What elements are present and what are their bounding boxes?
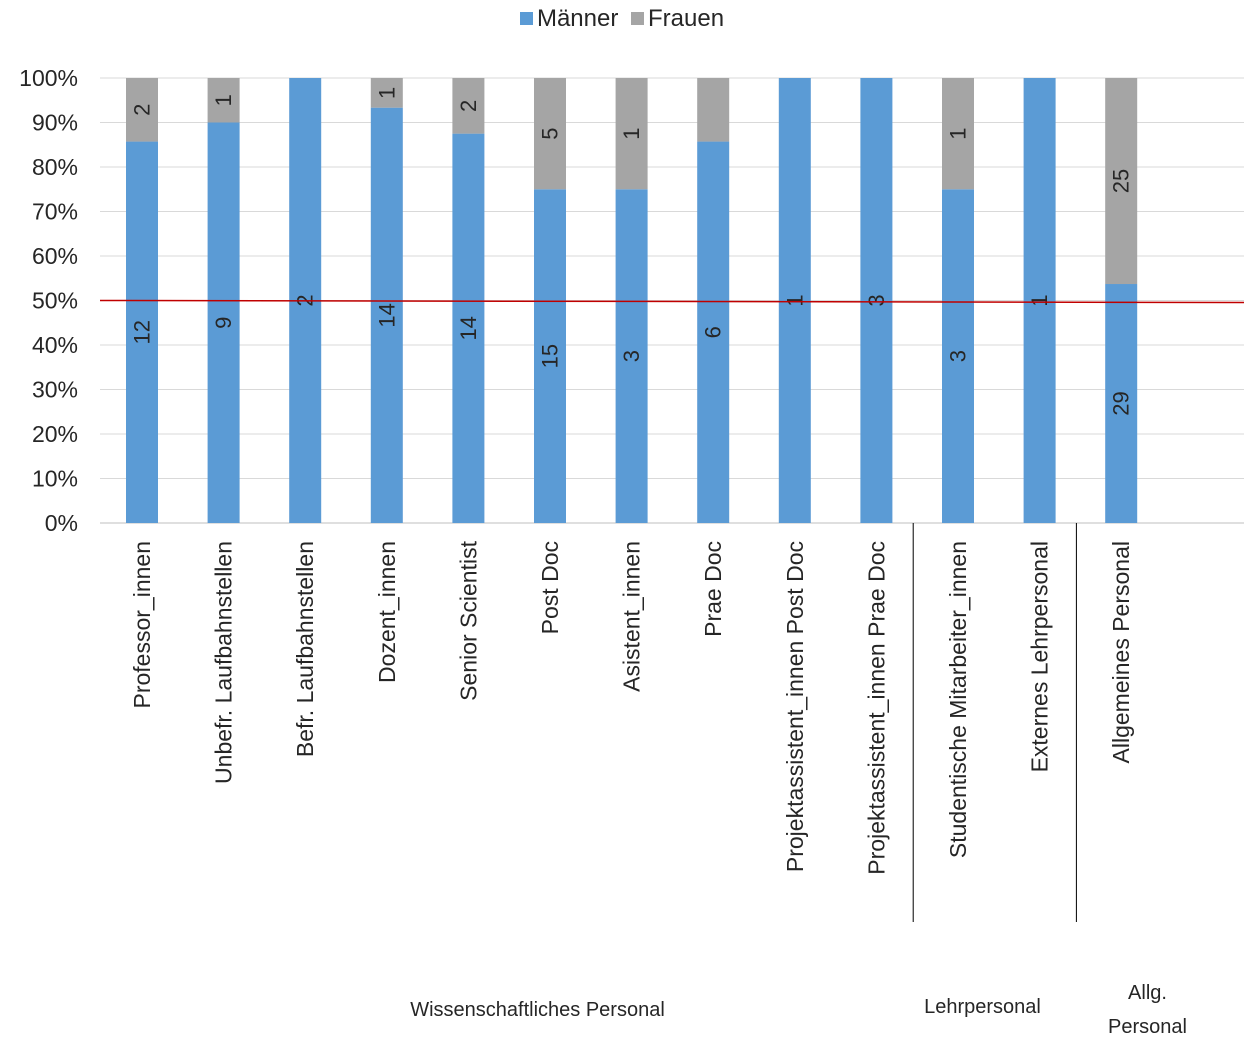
data-label-frauen: 2 bbox=[130, 104, 155, 116]
data-label-maenner: 12 bbox=[130, 320, 155, 344]
data-label-maenner: 1 bbox=[782, 294, 807, 306]
data-label-maenner: 3 bbox=[946, 350, 971, 362]
y-tick-label: 30% bbox=[32, 377, 78, 403]
data-label-frauen: 1 bbox=[211, 94, 236, 106]
bar-maenner bbox=[370, 107, 403, 524]
y-tick-label: 100% bbox=[19, 65, 78, 91]
bar-maenner bbox=[615, 189, 648, 523]
legend-swatch-maenner bbox=[519, 12, 533, 25]
x-tick-label: Externes Lehrpersonal bbox=[1027, 541, 1053, 772]
data-label-maenner: 3 bbox=[619, 350, 644, 362]
data-label-frauen: 25 bbox=[1109, 169, 1134, 193]
data-label-maenner: 6 bbox=[701, 326, 726, 338]
data-label-maenner: 15 bbox=[538, 344, 563, 368]
x-tick-label: Projektassistent_innen Prae Doc bbox=[863, 541, 889, 875]
legend-item-maenner: Männer bbox=[519, 5, 619, 33]
bar-frauen bbox=[697, 78, 730, 142]
group-label-line: Personal bbox=[1108, 1016, 1187, 1038]
y-tick-label: 70% bbox=[32, 199, 78, 225]
data-label-frauen: 2 bbox=[456, 100, 481, 112]
y-tick-label: 40% bbox=[32, 332, 78, 358]
bar-frauen bbox=[126, 78, 158, 142]
bar-maenner bbox=[126, 141, 158, 524]
data-label-maenner: 9 bbox=[211, 317, 236, 329]
group-label-line: Lehrpersonal bbox=[924, 996, 1041, 1018]
legend-label-maenner: Männer bbox=[536, 5, 619, 32]
data-label-maenner: 3 bbox=[864, 294, 889, 306]
bar-frauen bbox=[452, 78, 485, 134]
data-label-frauen: 1 bbox=[946, 128, 971, 140]
y-axis: 0% 10% 20% 30% 40% 50% 60% 70% 80% 90% 100% bbox=[19, 65, 78, 536]
x-tick-label: Projektassistent_innen Post Doc bbox=[782, 541, 808, 872]
group-label: Allg. Personal bbox=[1085, 976, 1210, 1044]
data-label-frauen: 5 bbox=[538, 128, 563, 140]
x-tick-label: Prae Doc bbox=[700, 541, 726, 637]
y-tick-label: 20% bbox=[32, 421, 78, 447]
x-tick-label: Befr. Laufbahnstellen bbox=[292, 541, 318, 757]
x-tick-label: Asistent_innen bbox=[619, 541, 645, 692]
bar-frauen bbox=[370, 78, 403, 108]
x-tick-label: Allgemeines Personal bbox=[1108, 541, 1134, 763]
x-tick-label: Studentische Mitarbeiter_innen bbox=[945, 541, 971, 858]
data-label-maenner: 1 bbox=[1027, 294, 1052, 306]
chart-legend: Männer Frauen bbox=[0, 5, 1244, 33]
bar-frauen bbox=[942, 78, 974, 190]
bar-frauen bbox=[534, 78, 566, 190]
group-label-line: Wissenschaftliches Personal bbox=[410, 999, 665, 1021]
y-tick-label: 10% bbox=[32, 466, 78, 492]
data-label-maenner: 14 bbox=[456, 316, 481, 340]
y-tick-label: 80% bbox=[32, 154, 78, 180]
x-tick-label: Post Doc bbox=[537, 541, 563, 634]
y-tick-label: 90% bbox=[32, 110, 78, 136]
group-label-line: Allg. bbox=[1128, 982, 1167, 1004]
y-tick-label: 60% bbox=[32, 243, 78, 269]
x-axis: Professor_innen Unbefr. Laufbahnstellen Be… bbox=[129, 540, 1134, 874]
bar-maenner bbox=[1023, 78, 1056, 523]
data-label-frauen: 1 bbox=[374, 87, 399, 99]
y-tick-label: 50% bbox=[32, 288, 78, 314]
bar-frauen bbox=[207, 78, 240, 123]
group-label: Lehrpersonal bbox=[880, 990, 1085, 1024]
group-separators bbox=[912, 523, 1077, 922]
x-tick-label: Senior Scientist bbox=[455, 540, 481, 700]
data-label-maenner: 29 bbox=[1109, 391, 1134, 415]
bar-frauen bbox=[615, 78, 648, 190]
bar-maenner bbox=[942, 189, 974, 523]
bar-maenner bbox=[860, 78, 893, 523]
bar-maenner bbox=[778, 78, 811, 523]
x-tick-label: Professor_innen bbox=[129, 541, 155, 709]
bar-maenner bbox=[697, 141, 730, 524]
reference-line bbox=[99, 299, 1244, 304]
x-tick-label: Dozent_innen bbox=[374, 541, 400, 683]
y-tick-label: 0% bbox=[45, 510, 78, 536]
group-label: Wissenschaftliches Personal bbox=[310, 993, 765, 1027]
bar-maenner bbox=[534, 189, 566, 523]
x-tick-label: Unbefr. Laufbahnstellen bbox=[211, 541, 237, 784]
legend-swatch-frauen bbox=[631, 12, 644, 25]
legend-label-frauen: Frauen bbox=[648, 5, 725, 32]
bar-frauen bbox=[1105, 78, 1138, 285]
data-label-frauen: 1 bbox=[619, 128, 644, 140]
bar-maenner bbox=[207, 122, 240, 523]
bar-maenner bbox=[452, 133, 485, 523]
reference-line-group bbox=[99, 299, 1244, 304]
bar-maenner bbox=[1105, 284, 1138, 523]
data-label-maenner: 14 bbox=[374, 303, 399, 327]
legend-item-frauen: Frauen bbox=[631, 5, 724, 33]
